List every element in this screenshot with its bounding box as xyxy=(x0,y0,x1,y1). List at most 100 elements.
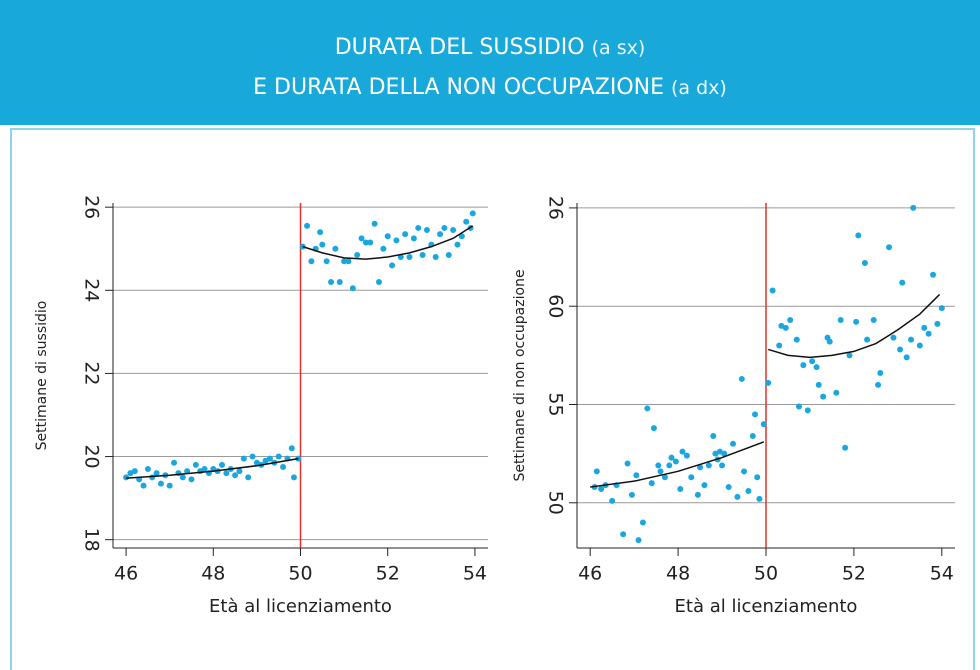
point xyxy=(332,245,339,252)
fit-line xyxy=(126,225,474,479)
point xyxy=(730,440,737,447)
x-tick-label: 54 xyxy=(463,563,487,585)
point xyxy=(710,432,717,439)
point xyxy=(223,470,230,477)
point xyxy=(910,204,917,211)
point xyxy=(787,316,794,323)
point xyxy=(782,324,789,331)
y-tick-label: 22 xyxy=(81,361,103,385)
point xyxy=(639,519,646,526)
point xyxy=(688,474,695,481)
point xyxy=(280,463,287,470)
point xyxy=(813,364,820,371)
point xyxy=(870,316,877,323)
point xyxy=(593,468,600,475)
point xyxy=(672,458,679,465)
point xyxy=(741,468,748,475)
point xyxy=(192,461,199,468)
point xyxy=(633,472,640,479)
point xyxy=(719,462,726,469)
point xyxy=(319,241,326,248)
y-axis-label: Settimane di sussidio xyxy=(34,301,50,451)
point xyxy=(288,445,295,452)
x-tick-label: 52 xyxy=(842,563,866,585)
point xyxy=(837,316,844,323)
point xyxy=(149,474,156,481)
point xyxy=(846,352,853,359)
point xyxy=(705,462,712,469)
point xyxy=(655,462,662,469)
point xyxy=(745,487,752,494)
y-tick-label: 24 xyxy=(81,278,103,302)
y-tick-label: 60 xyxy=(545,294,567,318)
point xyxy=(393,237,400,244)
header-band xyxy=(0,0,980,125)
y-tick-label: 26 xyxy=(81,195,103,219)
point xyxy=(738,375,745,382)
point xyxy=(694,491,701,498)
point xyxy=(384,233,391,240)
x-tick-label: 50 xyxy=(754,563,778,585)
point xyxy=(749,432,756,439)
point xyxy=(930,271,937,278)
point xyxy=(833,389,840,396)
point xyxy=(454,241,461,248)
point xyxy=(815,381,822,388)
point xyxy=(450,227,457,234)
x-tick-label: 46 xyxy=(578,563,602,585)
point xyxy=(317,229,324,236)
x-tick-label: 52 xyxy=(376,563,400,585)
point xyxy=(458,233,465,240)
header-main: E DURATA DELLA NON OCCUPAZIONE xyxy=(253,75,664,100)
point xyxy=(345,258,352,265)
point xyxy=(800,362,807,369)
point xyxy=(304,222,311,229)
point xyxy=(795,403,802,410)
point xyxy=(842,444,849,451)
point xyxy=(437,231,444,238)
point xyxy=(925,330,932,337)
fit-line xyxy=(590,293,941,488)
header-main: DURATA DEL SUSSIDIO xyxy=(335,35,585,60)
point xyxy=(752,411,759,418)
point xyxy=(620,531,627,538)
point xyxy=(938,305,945,312)
point xyxy=(419,251,426,258)
y-tick-label: 26 xyxy=(545,196,567,220)
point xyxy=(184,468,191,475)
point xyxy=(380,245,387,252)
point xyxy=(441,224,448,231)
y-axis-label: Settimane di non occupazione xyxy=(512,269,528,481)
point xyxy=(877,370,884,377)
point xyxy=(236,468,243,475)
x-tick-label: 46 xyxy=(114,563,138,585)
point xyxy=(131,468,138,475)
point xyxy=(362,239,369,246)
point xyxy=(266,455,273,462)
point xyxy=(921,324,928,331)
point xyxy=(375,278,382,285)
point xyxy=(760,421,767,428)
point xyxy=(328,278,335,285)
point xyxy=(123,474,130,481)
frame xyxy=(10,128,975,670)
point xyxy=(157,480,164,487)
y-tick-label: 50 xyxy=(545,491,567,515)
point xyxy=(349,285,356,292)
point xyxy=(371,220,378,227)
point xyxy=(734,493,741,500)
point xyxy=(765,379,772,386)
point xyxy=(886,244,893,251)
point xyxy=(367,239,374,246)
point xyxy=(890,334,897,341)
point xyxy=(389,262,396,269)
x-tick-label: 54 xyxy=(930,563,954,585)
point xyxy=(903,354,910,361)
point xyxy=(432,254,439,261)
point xyxy=(406,254,413,261)
x-tick-label: 48 xyxy=(666,563,690,585)
point xyxy=(769,287,776,294)
point xyxy=(166,482,173,489)
point xyxy=(666,462,673,469)
point xyxy=(240,455,247,462)
